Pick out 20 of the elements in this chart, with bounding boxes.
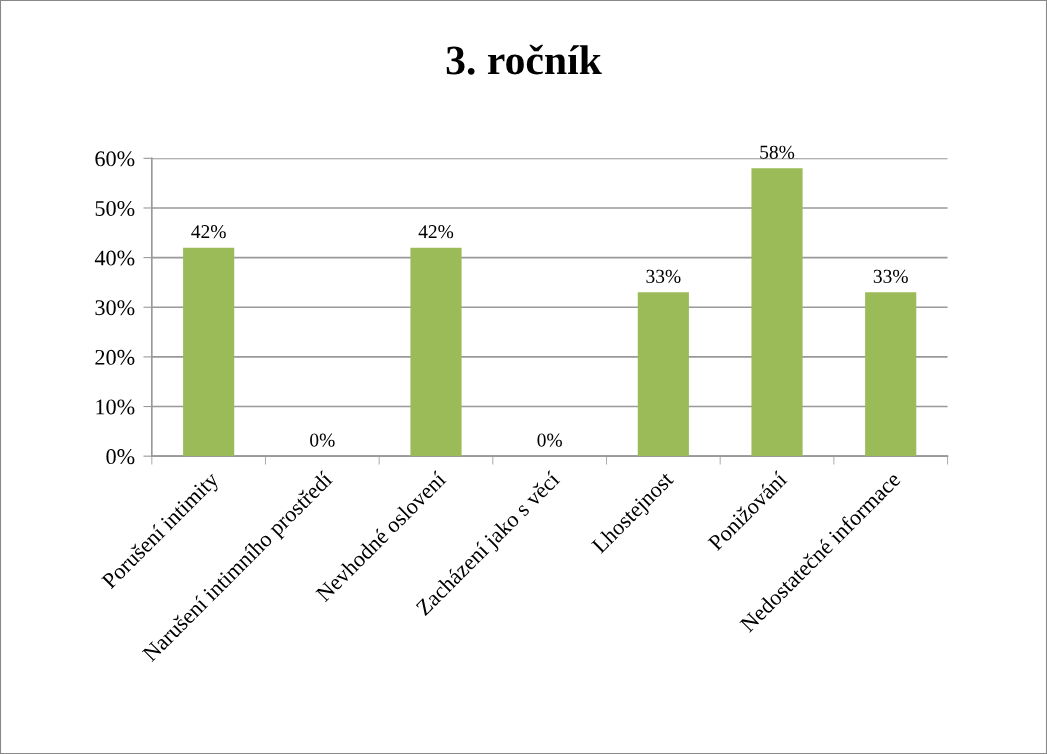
bar [410, 247, 462, 457]
y-tick-label: 30% [95, 300, 135, 316]
y-tick-label: 10% [96, 399, 135, 415]
bar [751, 168, 803, 457]
chart-title: 3. ročník [446, 44, 602, 75]
data-label: 0% [537, 433, 562, 447]
data-label: 42% [191, 225, 226, 239]
y-tick-label: 40% [94, 250, 135, 266]
y-tick-label: 60% [95, 151, 135, 167]
bar [865, 292, 917, 457]
bar [637, 292, 689, 457]
y-tick-label: 20% [95, 349, 135, 365]
bar [183, 247, 235, 457]
data-label: 33% [873, 269, 908, 283]
data-label: 0% [310, 433, 335, 447]
data-label: 42% [418, 225, 454, 239]
data-label: 33% [646, 269, 681, 283]
y-tick-label: 50% [95, 200, 135, 216]
y-tick-label: 0% [106, 449, 135, 465]
data-label: 58% [760, 145, 795, 159]
